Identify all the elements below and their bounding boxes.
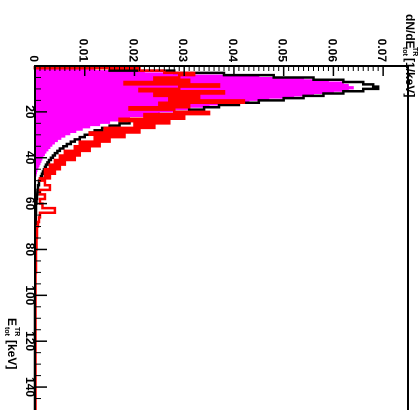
x-tick-label: 140 [23,377,37,397]
y-tick-label: 0.06 [325,39,339,63]
series-2-step-line [33,66,246,410]
series-0-filled-histogram [34,66,354,177]
y-axis-title-unit: [1/keV] [403,58,417,97]
x-axis-title-sup: tot [3,327,10,337]
y-tick-label: 0 [27,55,41,62]
y-tick-label: 0.05 [276,39,290,63]
y-tick-label: 0.04 [226,39,240,63]
y-axis-ticks: 0 0.01 0.02 0.03 0.04 0.05 0.06 0.07 [27,39,389,76]
y-axis-title: dN/dE tot TR [1/keV] [401,14,418,97]
y-axis-title-sub: TR [411,47,418,56]
x-tick-label: 40 [23,151,37,165]
y-tick-label: 0.07 [375,39,389,63]
y-tick-label: 0.01 [77,39,91,63]
x-tick-label: 120 [23,331,37,351]
x-axis-title-sub: TR [13,327,20,336]
y-tick-label: 0.02 [126,39,140,63]
x-axis-title-main: E [5,318,19,326]
plot-frame [34,65,409,410]
x-axis-title: E tot TR [keV] [3,318,20,369]
x-tick-label: 20 [23,105,37,119]
x-axis-ticks: 20 40 60 80 100 120 140 [23,76,47,400]
x-tick-label: 80 [23,243,37,257]
x-tick-label: 100 [23,285,37,305]
y-tick-label: 0.03 [176,39,190,63]
x-tick-label: 60 [23,197,37,211]
x-axis-title-unit: [keV] [5,340,19,369]
y-axis-title-sup: tot [401,47,408,57]
series-layer [33,66,380,410]
y-axis-title-main: dN/dE [403,14,417,49]
